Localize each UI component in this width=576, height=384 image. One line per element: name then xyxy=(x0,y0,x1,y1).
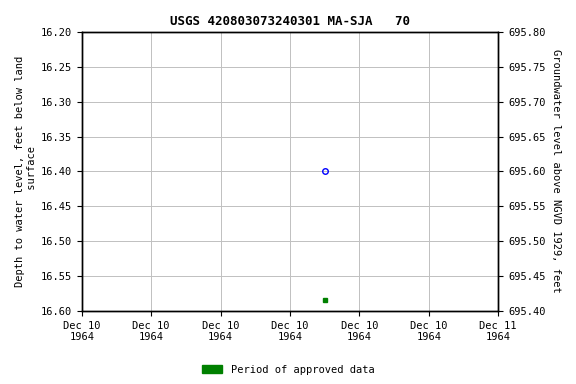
Title: USGS 420803073240301 MA-SJA   70: USGS 420803073240301 MA-SJA 70 xyxy=(170,15,410,28)
Y-axis label: Groundwater level above NGVD 1929, feet: Groundwater level above NGVD 1929, feet xyxy=(551,50,561,293)
Y-axis label: Depth to water level, feet below land
 surface: Depth to water level, feet below land su… xyxy=(15,56,37,287)
Legend: Period of approved data: Period of approved data xyxy=(198,361,378,379)
